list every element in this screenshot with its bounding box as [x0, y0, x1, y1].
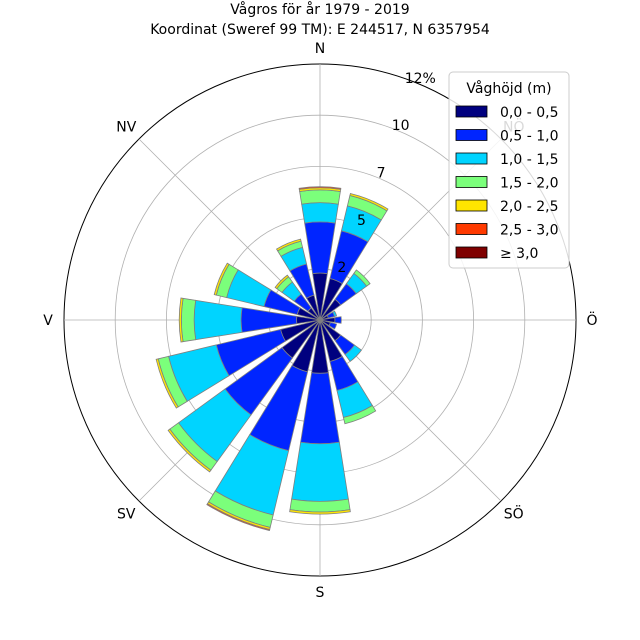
direction-label: V	[43, 313, 53, 329]
direction-label: Ö	[586, 311, 597, 329]
sector-22.5	[319, 192, 389, 321]
radial-tick-label: 5	[357, 213, 366, 229]
sector-247.5	[155, 319, 321, 409]
chart-title: Vågros för år 1979 - 2019	[230, 1, 409, 18]
bar-segment	[178, 297, 184, 343]
bar-segment	[167, 428, 212, 473]
legend-label: 1,5 - 2,0	[500, 176, 558, 192]
chart-subtitle: Koordinat (Sweref 99 TM): E 244517, N 63…	[150, 22, 490, 38]
direction-label: S	[316, 585, 325, 601]
direction-label: SÖ	[504, 505, 524, 523]
bar-segment	[349, 192, 389, 212]
legend-swatch	[455, 246, 488, 259]
legend: Våghöjd (m) 0,0 - 0,5 0,5 - 1,0 1,0 - 1,5 1…	[448, 71, 570, 269]
sector-135	[319, 319, 362, 362]
sector-337.5	[275, 238, 321, 321]
radial-tick-labels: 2 5 7 10 12%	[337, 71, 435, 276]
bar-segment	[193, 299, 243, 341]
bar-segment	[299, 189, 341, 205]
direction-label: SV	[117, 507, 136, 523]
radial-tick-label: 7	[377, 166, 386, 182]
sector-67.5	[319, 310, 338, 321]
sector-225	[167, 319, 321, 473]
sector-0	[298, 186, 342, 321]
radial-tick-label: 10	[392, 118, 410, 134]
direction-label: N	[315, 41, 325, 57]
bar-segment	[298, 186, 342, 190]
legend-frame	[448, 71, 570, 269]
bar-segment	[213, 262, 230, 296]
bar-segment	[301, 202, 339, 224]
legend-label: 2,0 - 2,5	[500, 199, 558, 215]
sector-202.5	[206, 319, 321, 532]
legend-swatch	[455, 176, 488, 188]
bar-segment	[289, 498, 351, 513]
bar-segment	[332, 310, 338, 317]
sector-157.5	[319, 319, 377, 425]
bar-segment	[274, 274, 290, 290]
bar-segment	[344, 344, 362, 362]
bar-segment	[334, 316, 342, 324]
legend-swatch	[455, 223, 488, 235]
rose-bars	[155, 186, 389, 532]
bar-segment	[304, 221, 336, 275]
bar-segment	[342, 404, 377, 425]
bar-segment	[353, 269, 371, 287]
legend-label: 2,5 - 3,0	[500, 223, 558, 239]
sector-315	[274, 274, 321, 321]
legend-label: ≥ 3,0	[500, 246, 538, 262]
bar-segment	[300, 372, 340, 445]
sector-90	[319, 316, 342, 324]
bar-segment	[289, 509, 351, 515]
legend-title: Våghöjd (m)	[466, 80, 551, 97]
legend-swatch	[455, 152, 488, 165]
legend-swatch	[455, 199, 488, 212]
bar-segment	[155, 358, 179, 409]
legend-label: 1,0 - 1,5	[500, 152, 558, 168]
legend-swatch	[455, 105, 488, 118]
bar-segment	[206, 503, 271, 532]
sector-180	[289, 319, 351, 515]
sector-292.5	[213, 262, 321, 321]
sector-45	[319, 269, 371, 321]
legend-label: 0,5 - 1,0	[500, 129, 558, 145]
sector-270	[178, 297, 321, 343]
legend-swatch	[455, 129, 488, 141]
bar-segment	[328, 322, 338, 330]
bar-segment	[291, 441, 349, 502]
bar-segment	[181, 297, 197, 343]
radial-tick-label: 2	[337, 260, 346, 276]
bar-segment	[275, 238, 302, 252]
legend-label: 0,0 - 0,5	[500, 105, 558, 121]
direction-label: NV	[116, 119, 136, 135]
radial-tick-label: 12%	[405, 71, 436, 87]
